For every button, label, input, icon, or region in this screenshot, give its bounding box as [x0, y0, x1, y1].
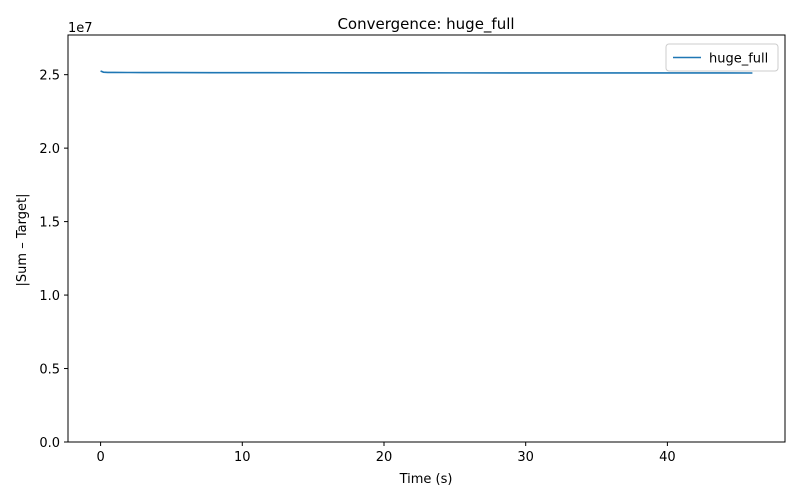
legend: huge_full: [665, 43, 779, 72]
y-tick-label: 0.0: [39, 436, 60, 451]
legend-box: [665, 43, 779, 72]
x-tick-label: 20: [376, 450, 393, 465]
x-axis-label: Time (s): [399, 472, 453, 487]
y-tick-label: 1.0: [39, 289, 60, 304]
x-tick-label: 30: [517, 450, 534, 465]
x-tick-label: 40: [659, 450, 676, 465]
y-offset-label: 1e7: [68, 21, 93, 36]
x-tick-label: 10: [234, 450, 251, 465]
y-axis-label: |Sum – Target|: [15, 194, 30, 287]
y-tick-label: 2.5: [39, 69, 60, 84]
x-tick-label: 0: [96, 450, 104, 465]
y-tick-label: 2.0: [39, 142, 60, 157]
y-tick-label: 1.5: [39, 216, 60, 231]
legend-label: huge_full: [709, 52, 768, 67]
chart-title: Convergence: huge_full: [337, 15, 514, 34]
plot-area: [67, 34, 786, 443]
series-line-huge-full: [100, 70, 753, 74]
y-tick-label: 0.5: [39, 363, 60, 378]
